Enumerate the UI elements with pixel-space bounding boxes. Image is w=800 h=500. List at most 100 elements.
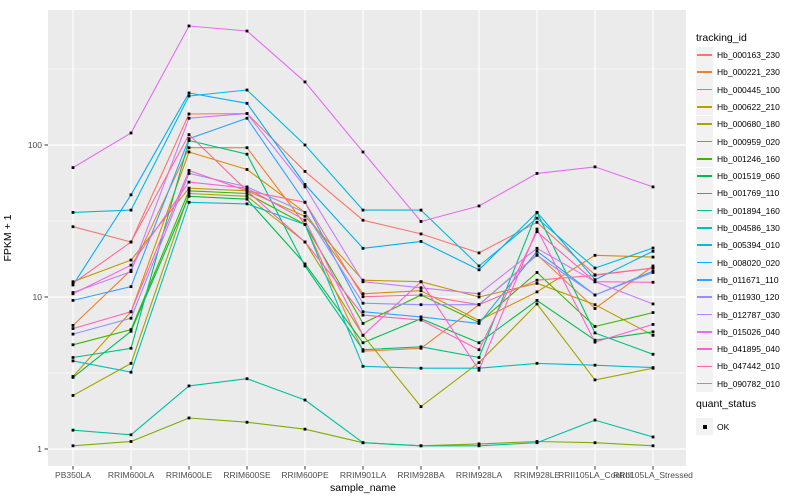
data-point-marker bbox=[129, 263, 133, 267]
data-point-marker bbox=[651, 330, 655, 334]
legend-entry-tracking: Hb_000959_020 bbox=[696, 133, 780, 150]
data-point-marker bbox=[477, 303, 481, 307]
data-point-marker bbox=[303, 211, 307, 214]
data-point-marker bbox=[477, 442, 481, 446]
data-point-marker bbox=[535, 290, 539, 294]
data-point-marker bbox=[245, 116, 249, 120]
legend-entry-tracking: Hb_001769_110 bbox=[696, 184, 780, 202]
x-tick-label: PB350LA bbox=[55, 470, 91, 480]
legend-label: Hb_001894_160 bbox=[717, 205, 780, 216]
data-point-marker bbox=[129, 310, 133, 314]
x-tick-label: RRIM928LE bbox=[514, 470, 561, 480]
data-point-marker bbox=[477, 295, 481, 299]
data-point-marker bbox=[303, 200, 307, 204]
data-point-marker bbox=[535, 216, 539, 220]
legend-entry-tracking: Hb_000221_230 bbox=[696, 63, 780, 81]
data-point-marker bbox=[187, 172, 191, 175]
data-point-marker bbox=[71, 298, 75, 302]
legend-key-line-icon bbox=[696, 375, 713, 393]
x-tick-label: RRII105LA_Stressed bbox=[613, 470, 693, 480]
data-point-marker bbox=[593, 278, 597, 282]
data-point-marker bbox=[303, 214, 307, 218]
data-point-marker bbox=[245, 88, 249, 92]
data-point-marker bbox=[187, 186, 191, 190]
legend-entry-tracking: Hb_005394_010 bbox=[696, 236, 780, 254]
data-point-marker bbox=[593, 165, 597, 169]
legend-label: Hb_001769_110 bbox=[717, 188, 780, 199]
data-point-marker bbox=[71, 356, 75, 359]
data-point-marker bbox=[651, 264, 655, 268]
data-point-marker bbox=[535, 246, 539, 250]
data-point-marker bbox=[593, 253, 597, 257]
data-point-marker bbox=[651, 280, 655, 284]
data-point-marker bbox=[477, 361, 481, 365]
legend-label: Hb_004586_130 bbox=[717, 223, 780, 233]
data-point-marker bbox=[187, 94, 191, 98]
legend-entry-tracking: Hb_000680_180 bbox=[696, 115, 780, 133]
legend-key-line-icon bbox=[696, 184, 713, 202]
data-point-marker bbox=[71, 332, 75, 336]
data-point-marker bbox=[419, 346, 423, 350]
data-point-marker bbox=[651, 249, 655, 253]
legend-label: Hb_005394_010 bbox=[717, 240, 780, 251]
data-point-marker bbox=[245, 101, 249, 105]
data-point-marker bbox=[651, 271, 655, 274]
data-point-marker bbox=[245, 186, 249, 190]
data-point-marker bbox=[187, 24, 191, 28]
data-point-marker bbox=[651, 366, 655, 370]
data-point-marker bbox=[535, 253, 539, 257]
data-point-marker bbox=[593, 273, 597, 277]
data-point-marker bbox=[477, 264, 481, 268]
data-point-marker bbox=[477, 204, 481, 208]
legend-label: Hb_001519_060 bbox=[717, 171, 780, 182]
data-point-marker bbox=[651, 255, 655, 259]
data-point-marker bbox=[593, 363, 597, 367]
data-point-marker bbox=[535, 441, 539, 445]
data-point-marker bbox=[419, 289, 423, 293]
data-point-marker bbox=[245, 168, 249, 171]
data-point-marker bbox=[245, 197, 249, 201]
data-point-marker bbox=[593, 418, 597, 422]
data-point-marker bbox=[535, 302, 539, 306]
data-point-marker bbox=[187, 200, 191, 204]
data-point-marker bbox=[593, 280, 597, 284]
data-point-marker bbox=[593, 378, 597, 382]
data-point-marker bbox=[361, 301, 365, 305]
data-point-marker bbox=[71, 428, 75, 432]
legend-label: Hb_001246_160 bbox=[717, 153, 780, 164]
data-point-marker bbox=[187, 116, 191, 120]
data-point-marker bbox=[593, 338, 597, 342]
x-tick-label: RRIM600LA bbox=[108, 470, 155, 480]
data-point-marker bbox=[187, 416, 191, 420]
data-point-marker bbox=[129, 316, 133, 320]
legend-key-line-icon bbox=[696, 98, 713, 116]
data-point-marker bbox=[129, 328, 133, 332]
data-point-marker bbox=[419, 405, 423, 409]
data-point-marker bbox=[361, 292, 365, 296]
data-point-marker bbox=[361, 348, 365, 352]
legend-entry-tracking: Hb_001894_160 bbox=[696, 202, 780, 220]
legend-label: Hb_000622_210 bbox=[717, 101, 780, 112]
data-point-marker bbox=[593, 340, 597, 344]
data-point-marker bbox=[477, 322, 481, 325]
data-point-marker bbox=[361, 310, 365, 314]
legend-entry-tracking: Hb_041895_040 bbox=[696, 340, 780, 358]
data-point-marker bbox=[361, 364, 365, 368]
legend-entry-tracking: Hb_047442_010 bbox=[696, 357, 780, 375]
data-point-marker bbox=[303, 80, 307, 84]
legend-label: Hb_047442_010 bbox=[717, 361, 780, 372]
legend-entry-tracking: Hb_000622_210 bbox=[696, 98, 780, 116]
data-point-marker bbox=[477, 268, 481, 272]
data-point-marker bbox=[593, 303, 597, 307]
legend-label: Hb_011671_110 bbox=[717, 274, 779, 285]
data-point-marker bbox=[419, 345, 423, 349]
x-tick-label: RRIM600PE bbox=[281, 470, 329, 480]
data-point-marker bbox=[477, 292, 481, 296]
legend-key-line-icon bbox=[696, 63, 713, 81]
data-point-marker bbox=[187, 133, 191, 137]
data-point-marker bbox=[593, 331, 597, 335]
data-point-marker bbox=[71, 444, 75, 448]
data-point-marker bbox=[303, 427, 307, 431]
data-point-marker bbox=[419, 444, 423, 448]
data-point-marker bbox=[129, 131, 133, 135]
